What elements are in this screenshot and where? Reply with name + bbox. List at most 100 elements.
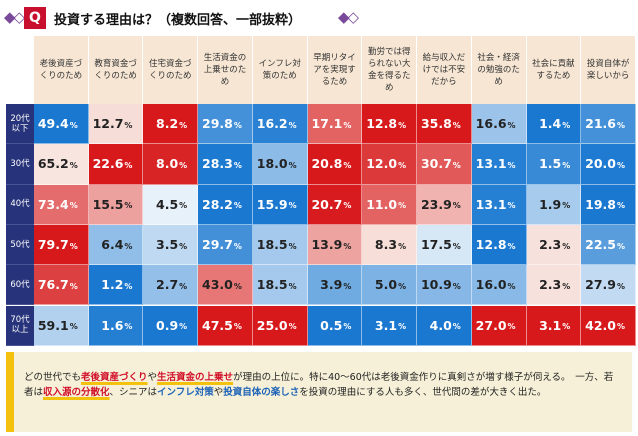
heatmap-cell: 79.7% <box>34 224 89 266</box>
cell-unit: % <box>562 281 571 291</box>
cell-unit: % <box>69 160 78 170</box>
cell-value: 1.5 <box>539 156 562 172</box>
cell-unit: % <box>179 322 188 332</box>
cell-value: 10.9 <box>420 277 452 293</box>
cell-unit: % <box>69 241 78 251</box>
heatmap-cell: 15.5% <box>88 184 144 225</box>
heatmap-cell: 13.1% <box>471 184 527 225</box>
cell-unit: % <box>69 322 78 332</box>
cell-unit: % <box>507 160 516 170</box>
heatmap-cell: 73.4% <box>34 184 89 225</box>
cell-unit: % <box>562 160 571 170</box>
cell-unit: % <box>616 201 625 211</box>
heatmap-cell: 27.9% <box>581 265 636 306</box>
cell-value: 16.2 <box>256 116 288 132</box>
cell-value: 47.5 <box>202 317 233 333</box>
cell-value: 8.3 <box>374 237 398 253</box>
cell-unit: % <box>452 201 461 211</box>
cell-value: 76.7 <box>37 277 69 293</box>
cell-value: 22.6 <box>92 156 124 172</box>
column-header: 教育資金づくりのため <box>88 36 144 104</box>
heatmap-cell: 18.5% <box>252 265 308 306</box>
heatmap-cell: 2.3% <box>526 265 582 306</box>
heatmap-cell: 2.3% <box>526 224 582 266</box>
heatmap-cell: 3.1% <box>526 305 582 346</box>
cell-unit: % <box>179 241 188 251</box>
cell-value: 3.1 <box>374 317 398 333</box>
cell-value: 16.6 <box>475 116 507 132</box>
note-highlight: インフレ対策 <box>157 387 214 398</box>
diamond-pattern-icon: ◆◇ <box>4 8 25 26</box>
note-text: が理由の上位に。特に40～60代は老後資金作りに真剣さが増す様子が伺える。 一方… <box>24 372 614 398</box>
heatmap-cell: 20.8% <box>307 144 363 185</box>
diamond-pattern-icon: ◆◇ <box>338 8 359 26</box>
heatmap-cell: 20.0% <box>581 144 636 185</box>
cell-unit: % <box>616 120 625 130</box>
cell-unit: % <box>124 160 133 170</box>
heatmap-cell: 47.5% <box>198 305 253 346</box>
cell-unit: % <box>616 281 625 291</box>
cell-unit: % <box>233 201 242 211</box>
cell-value: 15.9 <box>256 196 288 212</box>
cell-value: 29.8 <box>202 116 233 132</box>
heatmap-cell: 4.0% <box>417 305 472 346</box>
cell-unit: % <box>452 120 461 130</box>
heatmap-cell: 49.4% <box>34 104 89 145</box>
cell-value: 12.0 <box>366 156 398 172</box>
cell-value: 42.0 <box>585 317 616 333</box>
cell-value: 15.5 <box>92 196 124 212</box>
heatmap-cell: 76.7% <box>34 265 89 306</box>
cell-unit: % <box>398 160 407 170</box>
cell-unit: % <box>616 241 625 251</box>
column-header: 社会に貢献するため <box>526 36 582 104</box>
row-label: 30代 <box>6 144 34 185</box>
cell-value: 2.7 <box>156 277 179 293</box>
cell-value: 3.5 <box>156 237 179 253</box>
heatmap-cell: 11.0% <box>362 184 418 225</box>
cell-value: 30.7 <box>420 156 452 172</box>
cell-value: 3.9 <box>320 277 343 293</box>
cell-value: 1.9 <box>539 196 562 212</box>
column-header: 生活資金の上乗せのため <box>198 36 253 104</box>
heatmap-cell: 59.1% <box>34 305 89 346</box>
cell-value: 3.1 <box>539 317 562 333</box>
heatmap-cell: 22.5% <box>581 224 636 266</box>
cell-unit: % <box>343 281 352 291</box>
cell-value: 59.1 <box>37 317 69 333</box>
row-label: 40代 <box>6 184 34 225</box>
heatmap-cell: 8.3% <box>362 224 418 266</box>
cell-value: 43.0 <box>202 277 233 293</box>
cell-unit: % <box>398 281 407 291</box>
cell-value: 18.5 <box>256 237 288 253</box>
cell-value: 17.5 <box>420 237 452 253</box>
cell-unit: % <box>124 120 133 130</box>
cell-unit: % <box>616 322 625 332</box>
cell-unit: % <box>343 241 352 251</box>
column-header: インフレ対策のため <box>252 36 308 104</box>
cell-value: 1.2 <box>101 277 124 293</box>
heatmap-cell: 10.9% <box>417 265 472 306</box>
q-badge: Q <box>24 7 46 29</box>
cell-value: 20.0 <box>585 156 616 172</box>
heatmap-cell: 30.7% <box>417 144 472 185</box>
heatmap-cell: 17.5% <box>417 224 472 266</box>
cell-unit: % <box>343 201 352 211</box>
cell-unit: % <box>398 241 407 251</box>
cell-value: 27.0 <box>475 317 507 333</box>
note-text: 、シニアは <box>109 387 158 398</box>
heatmap-cell: 16.0% <box>471 265 527 306</box>
note-highlight: 生活資金の上乗せ <box>157 372 234 383</box>
heatmap-cell: 13.1% <box>471 144 527 185</box>
cell-value: 0.9 <box>156 317 179 333</box>
cell-unit: % <box>124 201 133 211</box>
cell-value: 12.8 <box>366 116 398 132</box>
cell-unit: % <box>452 160 461 170</box>
cell-unit: % <box>452 322 461 332</box>
cell-unit: % <box>616 160 625 170</box>
row-label: 70代以上 <box>6 305 34 346</box>
cell-unit: % <box>233 322 242 332</box>
column-header: 投資自体が楽しいから <box>581 36 636 104</box>
cell-value: 1.6 <box>101 317 124 333</box>
column-header: 社会・経済の勉強のため <box>471 36 527 104</box>
cell-unit: % <box>562 201 571 211</box>
